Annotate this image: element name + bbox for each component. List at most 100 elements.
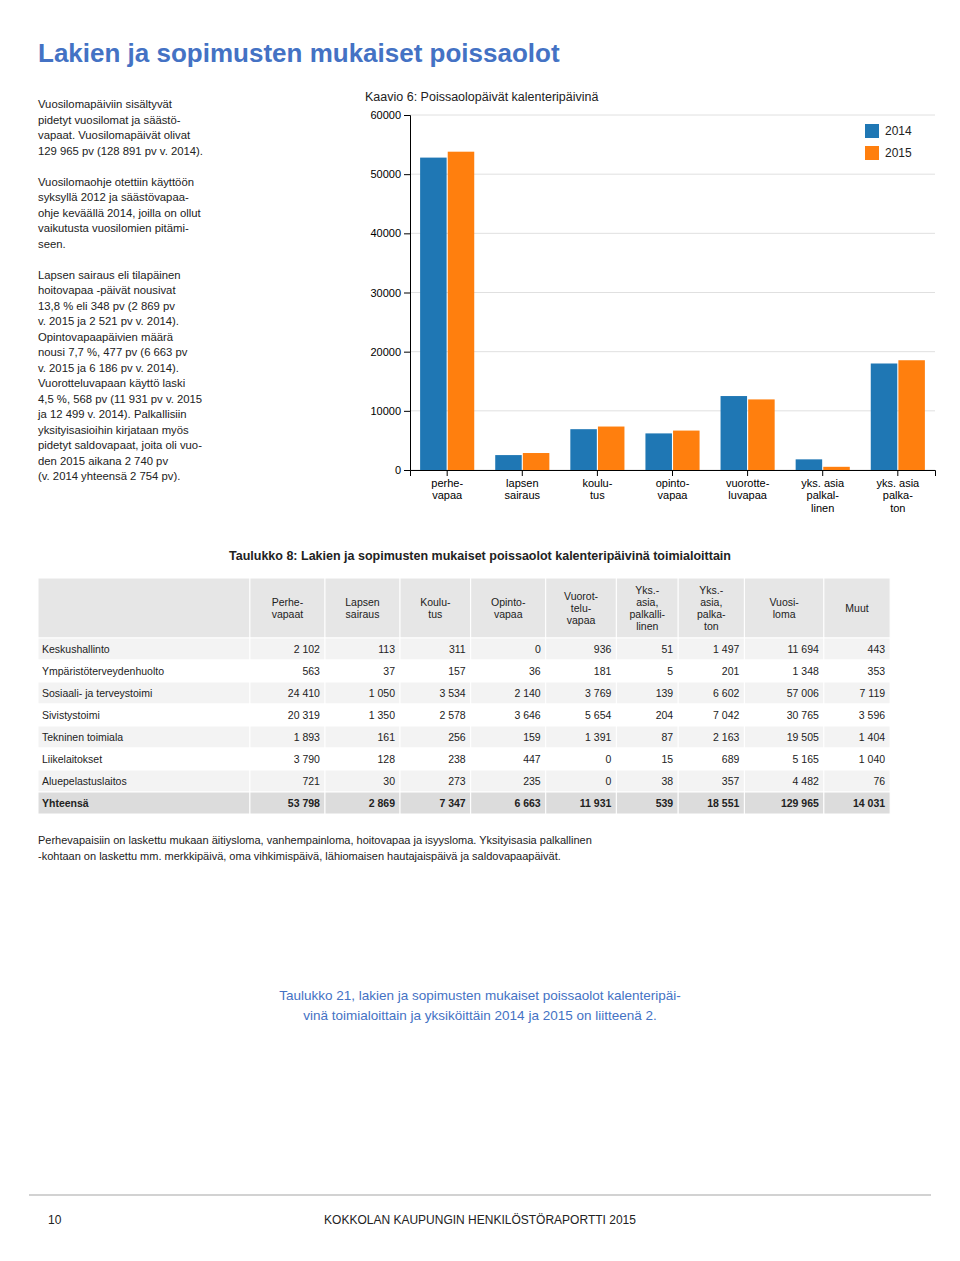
table-cell-bg: [546, 638, 617, 660]
table-cell-line: 11 694: [788, 643, 819, 655]
table-header-line: Muut: [845, 602, 868, 614]
table-cell-line: 3 534: [439, 687, 465, 699]
grid-line: [410, 115, 935, 116]
table-cell: 1 050: [369, 687, 395, 699]
x-tick-label: yks. asiapalkal-linen: [801, 477, 845, 514]
table-cell-bg: [824, 726, 890, 748]
y-axis-line: [404, 116, 411, 471]
x-tick: lapsensairaus: [505, 470, 541, 501]
x-tick-label: yks. asiapalka-ton: [876, 477, 920, 514]
table-total-cell-bg: [744, 792, 823, 814]
table-cell-bg: [471, 770, 546, 792]
table-total-cell-bg: [616, 792, 678, 814]
bar-series: [420, 158, 897, 470]
y-tick: 0: [395, 464, 410, 476]
table-cell: 563: [302, 665, 320, 677]
table-total-cell-bg: [250, 792, 325, 814]
left-text-line: ohje keväällä 2014, joilla on ollut: [38, 207, 202, 219]
x-tick: koulu-tus: [582, 470, 612, 501]
table-header-bg: [616, 578, 678, 638]
x-tick-mark: [597, 470, 598, 476]
table-cell-line: 24 410: [288, 687, 320, 699]
table-cell-line: 0: [606, 753, 612, 765]
table-cell-line: 2 578: [439, 709, 465, 721]
left-text: Vuosilomapäiviin sisältyvätpidetyt vuosi…: [37, 98, 203, 482]
table-cell-bg: [400, 748, 471, 770]
table-cell-line: 139: [656, 687, 674, 699]
legend-item: 2015: [865, 146, 912, 160]
table-cell: 161: [377, 731, 395, 743]
bar-series: [448, 152, 925, 470]
table-cell-bg: [616, 770, 678, 792]
table-header-line: Perhe-: [272, 596, 304, 608]
left-text-line: pidetyt saldovapaat, joita oli vuo-: [38, 439, 202, 451]
left-text-line: vapaat. Vuosilomapäivät olivat: [38, 129, 191, 141]
x-tick-label: lapsensairaus: [505, 477, 541, 502]
table-cell: 157: [448, 665, 466, 677]
table-cell-line: 3 596: [859, 709, 885, 721]
x-tick: perhe-vapaa: [431, 470, 463, 501]
table-cell-bg: [38, 726, 250, 748]
footnote: Perhevapaisiin on laskettu mukaan äitiys…: [38, 834, 592, 846]
table-cell: 5 165: [793, 753, 819, 765]
left-text-line: ja 12 499 v. 2014). Palkallisiin: [37, 408, 187, 420]
table-cell-bg: [471, 682, 546, 704]
left-text-line: Vuorotteluvapaan käyttö laski: [38, 377, 185, 389]
table-cell: 30: [383, 775, 395, 787]
table-cell: 20 319: [288, 709, 320, 721]
table-cell-bg: [471, 704, 546, 726]
grid: [410, 115, 935, 470]
table-total-cell-line: Yhteensä: [42, 797, 89, 809]
bottom-text-line: Taulukko 21, lakien ja sopimusten mukais…: [279, 988, 680, 1003]
bar: [645, 433, 672, 470]
table-cell-bg: [678, 660, 744, 682]
table-header-line: asia,: [636, 596, 658, 608]
table-total-cell-line: 539: [656, 797, 674, 809]
left-text-line: Vuosilomapäiviin sisältyvät: [38, 98, 173, 110]
table-cell-line: 5 654: [585, 709, 611, 721]
table-cell: 3 769: [585, 687, 611, 699]
table-header: Lapsensairaus: [345, 596, 380, 620]
y-tick-label: 50000: [370, 168, 401, 180]
footer-rule: [29, 1195, 931, 1196]
page-number: 10: [48, 1213, 62, 1227]
table-cell-bg: [616, 660, 678, 682]
table-cell-line: 161: [377, 731, 395, 743]
table-cell-bg: [250, 660, 325, 682]
legend-label: 2014: [885, 124, 912, 138]
x-tick-mark: [672, 470, 673, 476]
table-cell-bg: [616, 638, 678, 660]
y-tick-mark: [404, 470, 410, 471]
table-cell-bg: [38, 770, 250, 792]
chart-title: Kaavio 6: Poissaolopäivät kalenteripäivi…: [365, 90, 599, 104]
table-title: Taulukko 8: Lakien ja sopimusten mukaise…: [229, 549, 731, 563]
table-cell-line: 1 497: [713, 643, 739, 655]
x-tick-label-line: koulu-: [582, 477, 612, 489]
table-cell: 87: [661, 731, 673, 743]
left-text-line: den 2015 aikana 2 740 pv: [38, 455, 168, 467]
y-tick: 10000: [370, 405, 410, 417]
table-cell-bg: [38, 748, 250, 770]
y-tick: 60000: [370, 109, 410, 121]
table-cell: 6 602: [713, 687, 739, 699]
table-cell-line: 3 646: [514, 709, 540, 721]
table-cell: Sosiaali- ja terveystoimi: [42, 687, 152, 699]
y-axis: 0100002000030000400005000060000: [370, 109, 410, 476]
y-tick-label: 60000: [370, 109, 401, 121]
table-header-line: Opinto-: [491, 596, 526, 608]
table-cell-bg: [471, 726, 546, 748]
table-cell-bg: [400, 704, 471, 726]
table-total-cell-bg: [400, 792, 471, 814]
table-cell: Liikelaitokset: [42, 753, 102, 765]
y-tick-mark: [404, 174, 410, 175]
table-cell: 11 694: [788, 643, 819, 655]
table-cell-bg: [546, 660, 617, 682]
table-cell-line: 20 319: [288, 709, 320, 721]
table-total-cell-bg: [38, 792, 250, 814]
x-tick-label-line: palkal-: [807, 489, 840, 501]
table-cell-line: 5: [667, 665, 673, 677]
table-cell-line: 311: [449, 643, 466, 655]
table-cell-bg: [744, 726, 823, 748]
table-cell-bg: [471, 638, 546, 660]
x-tick: yks. asiapalka-ton: [876, 470, 920, 514]
